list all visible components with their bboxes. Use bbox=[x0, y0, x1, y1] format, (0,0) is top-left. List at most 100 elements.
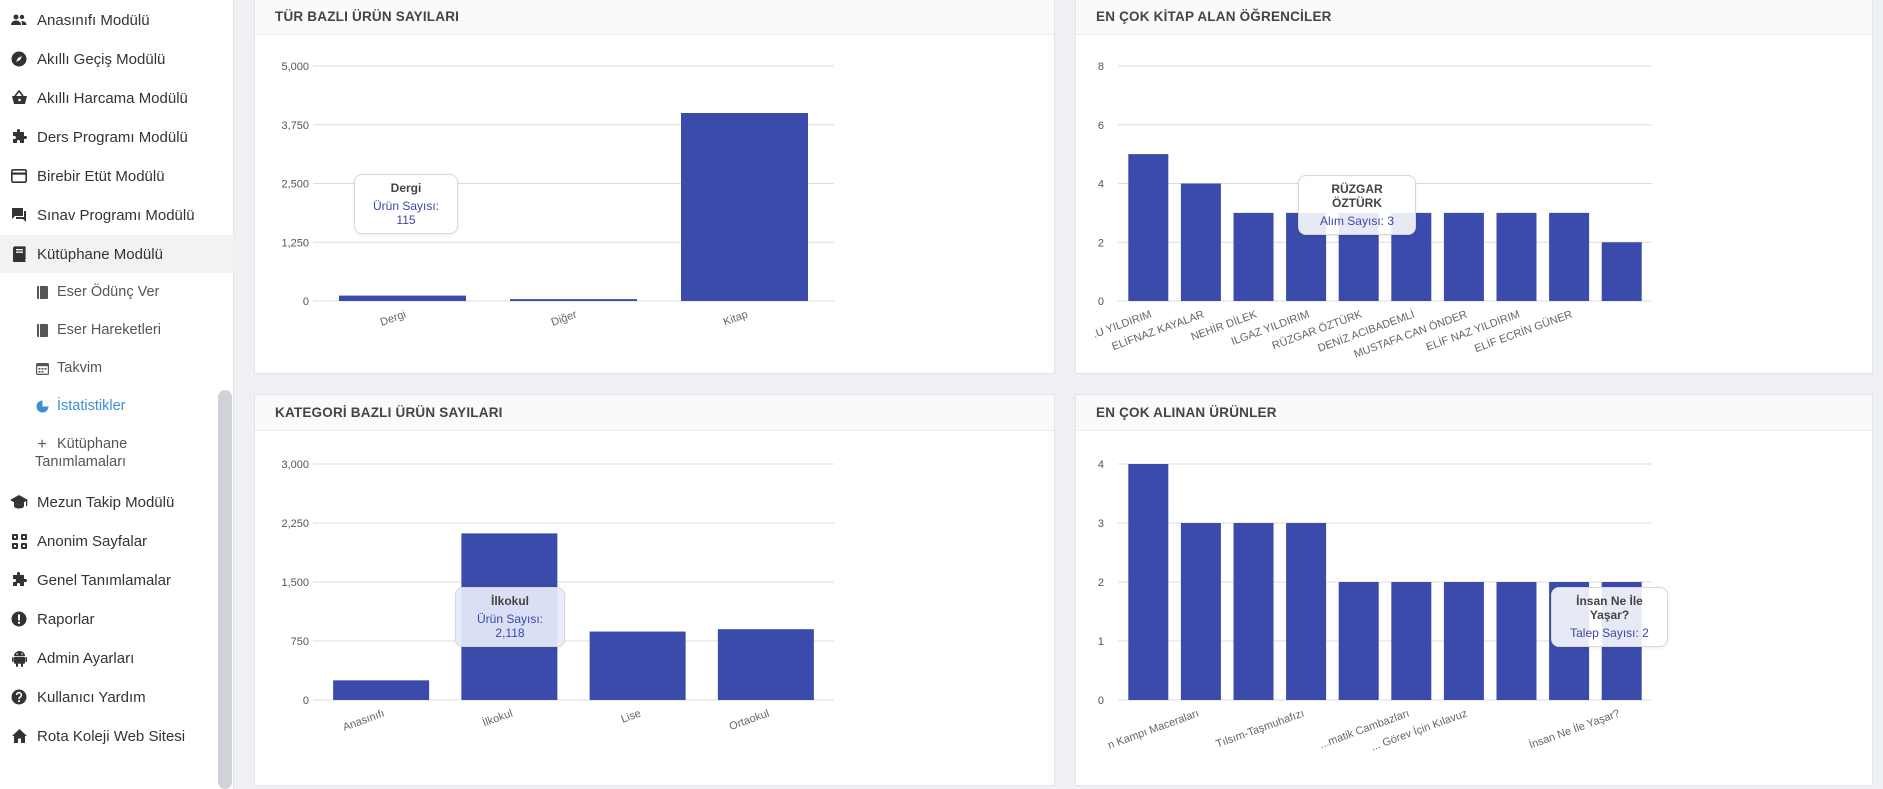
sidebar-item-label: Anonim Sayfalar bbox=[37, 532, 148, 550]
y-tick-label: 0 bbox=[1098, 695, 1104, 707]
bar-chart-kategori-bazli: 0 750 1,500 2,250 3,000 Anasınıfı İlkokul Lise O… bbox=[281, 459, 834, 734]
bar[interactable] bbox=[1233, 212, 1274, 301]
sidebar-item-kullanici-yardim[interactable]: Kullanıcı Yardım bbox=[0, 678, 234, 716]
tooltip-value: 3 bbox=[1387, 214, 1395, 228]
bar[interactable] bbox=[510, 299, 637, 301]
bar[interactable] bbox=[1128, 154, 1169, 301]
sidebar-item-label: Akıllı Harcama Modülü bbox=[37, 89, 188, 107]
bar[interactable] bbox=[339, 295, 466, 301]
bar[interactable] bbox=[1443, 582, 1484, 700]
y-tick-label: 5,000 bbox=[281, 61, 309, 73]
sidebar-item-genel-tanimlamalar[interactable]: Genel Tanımlamalar bbox=[0, 561, 234, 599]
compass-icon bbox=[10, 50, 28, 68]
y-tick-label: 3,750 bbox=[281, 120, 309, 132]
chart-card-kategori-bazli: KATEGORİ BAZLI ÜRÜN SAYILARI 0 750 1,500 2,… bbox=[254, 394, 1055, 786]
bar[interactable] bbox=[1549, 212, 1590, 301]
sidebar-item-mezun-takip[interactable]: Mezun Takip Modülü bbox=[0, 483, 234, 521]
sidebar-scrollbar[interactable] bbox=[218, 390, 232, 789]
chart-tooltip: Dergi Ürün Sayısı: 115 bbox=[354, 174, 458, 234]
x-tick-label: Ortaokul bbox=[728, 708, 771, 733]
bar[interactable] bbox=[333, 680, 430, 700]
sidebar-item-birebir-etut[interactable]: Birebir Etüt Modülü bbox=[0, 157, 234, 195]
tooltip-title: Dergi bbox=[390, 181, 422, 195]
sidebar-sub-label: Eser Ödünç Ver bbox=[57, 284, 160, 300]
sidebar-sub-label: Eser Hareketleri bbox=[57, 322, 161, 338]
sidebar-item-label: Raporlar bbox=[37, 610, 95, 628]
sidebar-item-anonim-sayfalar[interactable]: Anonim Sayfalar bbox=[0, 522, 234, 560]
sidebar-item-akilli-gecis[interactable]: Akıllı Geçiş Modülü bbox=[0, 40, 234, 78]
bar-chart-en-cok-alinan: 0 1 2 3 4 n Kampı Maceraları Tılsım-Taşmuhafız… bbox=[1098, 459, 1652, 754]
x-tick-label: Anasınıfı bbox=[341, 708, 386, 734]
book-icon bbox=[10, 245, 28, 263]
sidebar-item-label: Kullanıcı Yardım bbox=[37, 688, 146, 706]
bar[interactable] bbox=[717, 629, 814, 700]
apps-icon bbox=[10, 532, 28, 550]
chart-tooltip: İnsan Ne İle Yaşar? Talep Sayısı: 2 bbox=[1551, 587, 1668, 647]
graduation-cap-icon bbox=[10, 493, 28, 511]
bar[interactable] bbox=[681, 113, 808, 301]
sidebar-sub-eser-hareketleri[interactable]: Eser Hareketleri bbox=[0, 322, 234, 338]
chart-card-tur-bazli: TÜR BAZLI ÜRÜN SAYILARI 0 1,250 2,500 3,750… bbox=[254, 0, 1055, 374]
bar[interactable] bbox=[1391, 582, 1432, 700]
bar[interactable] bbox=[1233, 523, 1274, 700]
bar[interactable] bbox=[1180, 183, 1221, 302]
extension-icon bbox=[10, 571, 28, 589]
sidebar-item-admin-ayarlari[interactable]: Admin Ayarları bbox=[0, 639, 234, 677]
tooltip-value: 2,118 bbox=[495, 626, 525, 640]
sidebar-item-sinav-programi[interactable]: Sınav Programı Modülü bbox=[0, 196, 234, 234]
sidebar: Anasınıfı Modülü Akıllı Geçiş Modülü Akı… bbox=[0, 0, 234, 789]
sidebar-item-rota-koleji-web[interactable]: Rota Koleji Web Sitesi bbox=[0, 717, 234, 755]
bar[interactable] bbox=[1496, 212, 1537, 301]
x-tick-label: n Kampı Maceraları bbox=[1106, 708, 1200, 752]
sidebar-item-label: Birebir Etüt Modülü bbox=[37, 167, 165, 185]
sidebar-sub-eser-odunc-ver[interactable]: Eser Ödünç Ver bbox=[0, 284, 234, 300]
sidebar-item-label: Akıllı Geçiş Modülü bbox=[37, 50, 166, 68]
sidebar-item-label: Mezun Takip Modülü bbox=[37, 493, 175, 511]
chart-tooltip: İlkokul Ürün Sayısı: 2,118 bbox=[455, 587, 565, 647]
tooltip-title: İnsan Ne İle Yaşar? bbox=[1576, 594, 1643, 622]
tooltip-body: Ürün Sayısı: 2,118 bbox=[464, 612, 556, 640]
bar[interactable] bbox=[1443, 212, 1484, 301]
sidebar-item-label: Genel Tanımlamalar bbox=[37, 571, 171, 589]
y-tick-label: 2,250 bbox=[281, 518, 309, 530]
plus-icon: + bbox=[37, 435, 47, 453]
people-icon bbox=[10, 11, 28, 29]
chart-card-en-cok-alinan: EN ÇOK ALINAN ÜRÜNLER 0 1 2 3 4 n Kampı Macer… bbox=[1075, 394, 1873, 786]
sidebar-item-label: Sınav Programı Modülü bbox=[37, 206, 195, 224]
calendar-icon bbox=[35, 360, 49, 376]
bar[interactable] bbox=[1286, 523, 1327, 700]
sidebar-sub-takvim[interactable]: Takvim bbox=[0, 360, 234, 376]
sidebar-item-label: Kütüphane Modülü bbox=[37, 245, 163, 263]
y-tick-label: 4 bbox=[1098, 179, 1104, 191]
chat-icon bbox=[10, 206, 28, 224]
sidebar-item-ders-programi[interactable]: Ders Programı Modülü bbox=[0, 118, 234, 156]
bar[interactable] bbox=[1128, 464, 1169, 700]
y-tick-label: 3,000 bbox=[281, 459, 309, 471]
tooltip-body: Ürün Sayısı: 115 bbox=[363, 199, 449, 227]
y-tick-label: 750 bbox=[291, 636, 309, 648]
sidebar-item-kutuphane[interactable]: Kütüphane Modülü bbox=[0, 235, 234, 273]
tooltip-body: Talep Sayısı: 2 bbox=[1560, 626, 1659, 640]
sidebar-sub-kutuphane-tanimlamalari[interactable]: + Kütüphane Tanımlamaları bbox=[0, 435, 234, 471]
sidebar-item-raporlar[interactable]: Raporlar bbox=[0, 600, 234, 638]
tooltip-value: 2 bbox=[1642, 626, 1649, 640]
x-tick-label: İnsan Ne İle Yaşar? bbox=[1527, 707, 1621, 752]
bar[interactable] bbox=[1496, 582, 1537, 700]
bar-chart-tur-bazli: 0 1,250 2,500 3,750 5,000 Dergi Diğer Kitap bbox=[281, 61, 834, 329]
bar[interactable] bbox=[1180, 523, 1221, 700]
sidebar-item-akilli-harcama[interactable]: Akıllı Harcama Modülü bbox=[0, 79, 234, 117]
sidebar-item-anasinifi[interactable]: Anasınıfı Modülü bbox=[0, 1, 234, 39]
sidebar-sub-label-line2: Tanımlamaları bbox=[35, 454, 127, 470]
y-tick-label: 0 bbox=[303, 296, 309, 308]
bar[interactable] bbox=[589, 631, 686, 700]
bar[interactable] bbox=[1338, 582, 1379, 700]
book-small-icon bbox=[35, 284, 49, 300]
y-tick-label: 1 bbox=[1098, 636, 1104, 648]
bar[interactable] bbox=[1601, 242, 1642, 301]
x-tick-label: Diğer bbox=[550, 308, 579, 328]
home-icon bbox=[10, 727, 28, 745]
y-tick-label: 8 bbox=[1098, 61, 1104, 73]
y-tick-label: 2 bbox=[1098, 577, 1104, 589]
sidebar-sub-istatistikler[interactable]: İstatistikler bbox=[0, 398, 234, 414]
